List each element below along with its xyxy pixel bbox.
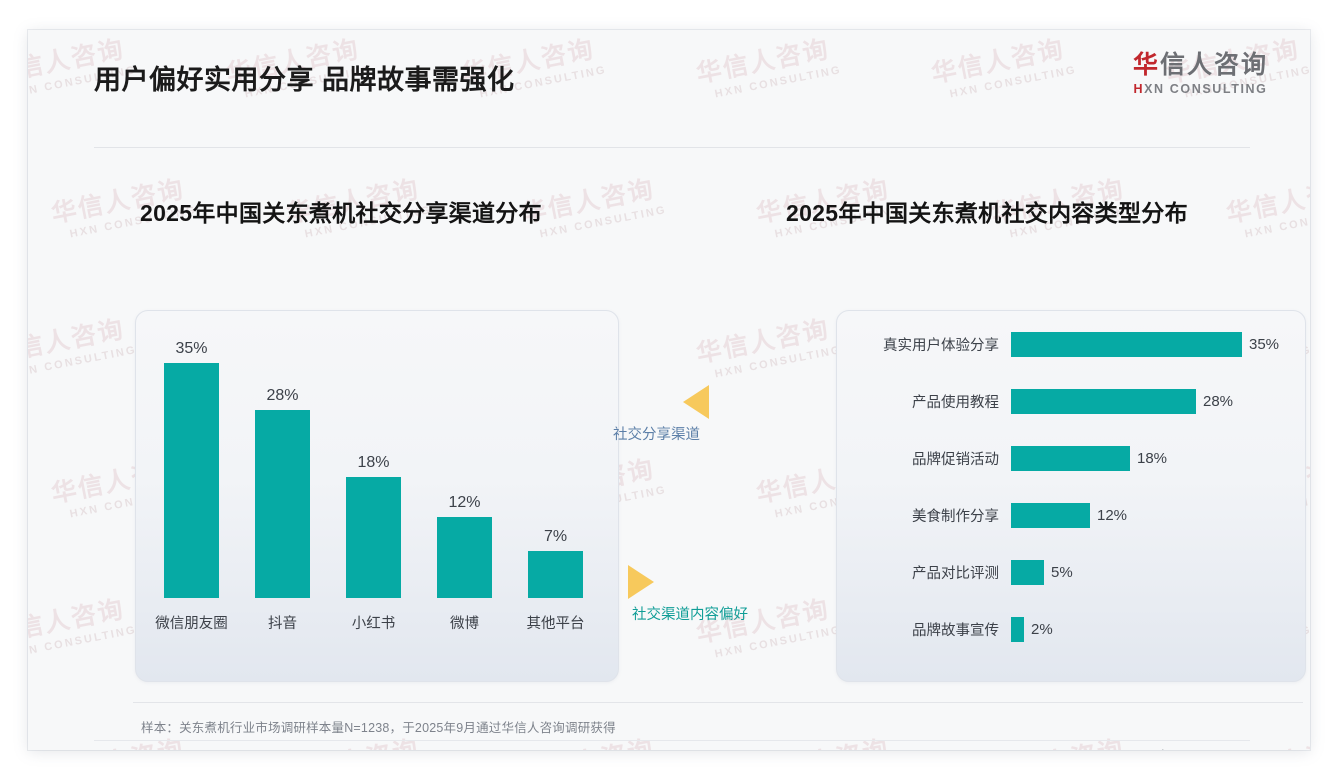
bar [1011, 559, 1044, 585]
bar-category-label: 其他平台 [526, 616, 585, 632]
arrow-right-icon [628, 565, 654, 599]
bar [1011, 616, 1024, 642]
bar [255, 410, 310, 598]
bar-category-label: 产品对比评测 [912, 565, 999, 582]
bar-category-label: 小红书 [351, 616, 396, 632]
bar-value-label: 35% [175, 340, 208, 357]
logo-english: HXN CONSULTING [1133, 82, 1268, 96]
bar [528, 551, 583, 598]
bar-value-label: 28% [266, 387, 299, 404]
bar-column: 28% 抖音 [237, 311, 328, 681]
right-chart-card: 真实用户体验分享 35% 产品使用教程 28% 品牌促销活动 18% 美食制作分享 12% 产品… [836, 310, 1306, 682]
bar-row: 品牌故事宣传 2% [837, 614, 1305, 644]
bar-category-label: 真实用户体验分享 [883, 337, 999, 354]
footer-divider [94, 740, 1250, 741]
footnote-divider [133, 702, 1303, 703]
right-chart-title: 2025年中国关东煮机社交内容类型分布 [786, 200, 1188, 226]
connector-top-label: 社交分享渠道 [613, 427, 700, 443]
bar [1011, 445, 1130, 471]
bar [1011, 331, 1242, 357]
bar-value-label: 7% [543, 528, 568, 545]
bar-value-label: 5% [1051, 563, 1073, 581]
bar [164, 363, 219, 598]
bar [437, 517, 492, 598]
logo-en-rest: XN CONSULTING [1144, 81, 1268, 96]
slide-header: 用户偏好实用分享 品牌故事需强化 华信人咨询 HXN CONSULTING [28, 30, 1310, 122]
bar-row: 产品使用教程 28% [837, 386, 1305, 416]
bar-value-label: 18% [357, 454, 390, 471]
bar-category-label: 产品使用教程 [912, 394, 999, 411]
bar [1011, 502, 1090, 528]
left-chart-title: 2025年中国关东煮机社交分享渠道分布 [140, 200, 542, 226]
bar-category-label: 微信朋友圈 [155, 616, 228, 632]
bar-row: 产品对比评测 5% [837, 557, 1305, 587]
connector-content-preference: 社交渠道内容偏好 [628, 565, 748, 624]
bar-row: 品牌促销活动 18% [837, 443, 1305, 473]
bar-value-label: 35% [1249, 335, 1280, 353]
bar-column: 35% 微信朋友圈 [146, 311, 237, 681]
bar-value-label: 28% [1203, 392, 1234, 410]
bar-category-label: 抖音 [268, 616, 297, 632]
logo-cn-red: 华 [1132, 51, 1160, 79]
slide: 华信人咨询 HXN CONSULTING 华信人咨询 HXN CONSULTING 华信… [28, 30, 1310, 750]
logo-en-red: H [1133, 81, 1145, 96]
bar-value-label: 18% [1137, 449, 1168, 467]
bar-category-label: 品牌故事宣传 [912, 622, 999, 639]
horizontal-bar-chart: 真实用户体验分享 35% 产品使用教程 28% 品牌促销活动 18% 美食制作分享 12% 产品… [837, 311, 1305, 681]
bar-category-label: 美食制作分享 [912, 508, 999, 525]
connector-share-channel: 社交分享渠道 [613, 385, 709, 444]
bar-category-label: 微博 [450, 616, 479, 632]
sample-footnote: 样本：关东煮机行业市场调研样本量N=1238，于2025年9月通过华信人咨询调研… [141, 721, 616, 735]
header-divider [94, 147, 1250, 148]
bar-column: 7% 其他平台 [510, 311, 601, 681]
left-chart-card: 35% 微信朋友圈 28% 抖音 18% 小红书 12% 微博 7% 其他平台 [135, 310, 619, 682]
bar [1011, 388, 1196, 414]
bar-category-label: 品牌促销活动 [912, 451, 999, 468]
vertical-bar-chart: 35% 微信朋友圈 28% 抖音 18% 小红书 12% 微博 7% 其他平台 [136, 311, 618, 681]
bar-column: 12% 微博 [419, 311, 510, 681]
bar-value-label: 2% [1031, 620, 1053, 638]
arrow-left-icon [683, 385, 709, 419]
page-title: 用户偏好实用分享 品牌故事需强化 [94, 65, 515, 95]
bar-column: 18% 小红书 [328, 311, 419, 681]
connector-bottom-label: 社交渠道内容偏好 [632, 607, 748, 623]
copyright-text: ©2025.11 HXR华信人咨询 [104, 748, 250, 750]
bar-row: 真实用户体验分享 35% [837, 329, 1305, 359]
bar-value-label: 12% [1097, 506, 1128, 524]
logo-cn-rest: 信人咨询 [1159, 51, 1268, 79]
bar-row: 美食制作分享 12% [837, 500, 1305, 530]
bar [346, 477, 401, 598]
bar-value-label: 12% [448, 494, 481, 511]
company-logo: 华信人咨询 HXN CONSULTING [1132, 51, 1268, 96]
website-url: www.hxrcon.com [1132, 748, 1226, 750]
logo-chinese: 华信人咨询 [1132, 51, 1268, 80]
